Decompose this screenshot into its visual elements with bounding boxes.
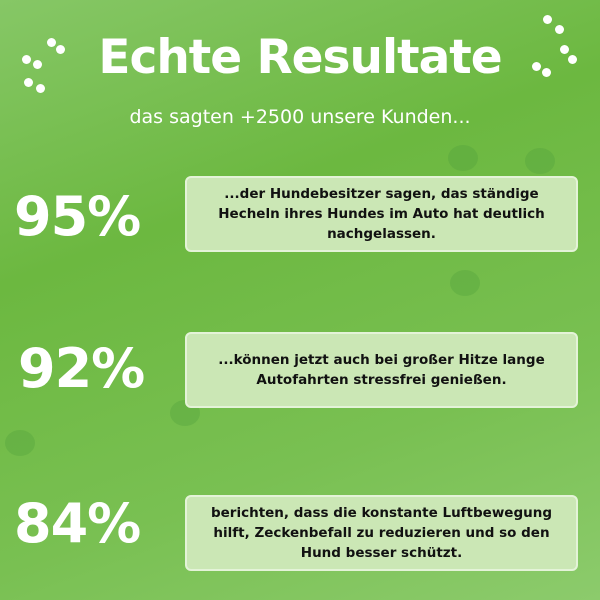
- paw-icon: [33, 60, 42, 69]
- paw-icon: [36, 84, 45, 93]
- result-box: ...können jetzt auch bei großer Hitze la…: [185, 332, 578, 408]
- result-text: ...können jetzt auch bei großer Hitze la…: [218, 352, 545, 388]
- result-percent: 95%: [14, 185, 141, 248]
- paw-icon: [568, 55, 577, 64]
- result-box: ...der Hundebesitzer sagen, das ständige…: [185, 176, 578, 252]
- background-paw-icon: [5, 430, 35, 456]
- paw-icon: [560, 45, 569, 54]
- paw-icon: [542, 68, 551, 77]
- paw-icon: [543, 15, 552, 24]
- paw-icon: [532, 62, 541, 71]
- result-box: berichten, dass die konstante Luftbewegu…: [185, 495, 578, 571]
- background-paw-icon: [450, 270, 480, 296]
- paw-icon: [24, 78, 33, 87]
- background-paw-icon: [525, 148, 555, 174]
- result-percent: 84%: [14, 492, 141, 555]
- page-title: Echte Resultate: [98, 30, 502, 85]
- result-percent: 92%: [18, 337, 145, 400]
- paw-icon: [22, 55, 31, 64]
- paw-icon: [47, 38, 56, 47]
- paw-icon: [555, 25, 564, 34]
- background-paw-icon: [448, 145, 478, 171]
- page-subtitle: das sagten +2500 unsere Kunden...: [129, 106, 471, 128]
- result-text: berichten, dass die konstante Luftbewegu…: [210, 505, 552, 561]
- result-text: ...der Hundebesitzer sagen, das ständige…: [218, 186, 545, 242]
- paw-icon: [56, 45, 65, 54]
